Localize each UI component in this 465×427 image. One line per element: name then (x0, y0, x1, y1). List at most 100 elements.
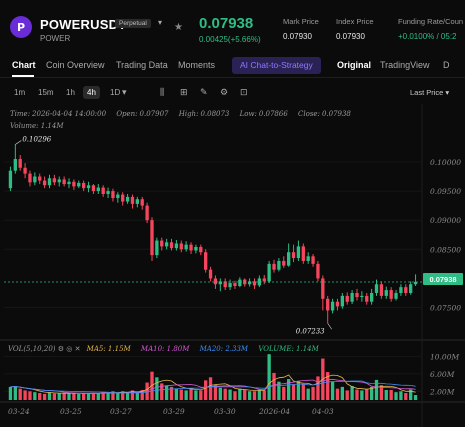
candle-body (316, 263, 320, 279)
tab-depth[interactable]: D (443, 60, 450, 70)
volume-bar (111, 391, 115, 400)
tab-chart[interactable]: Chart (12, 60, 36, 70)
favorite-star-icon[interactable]: ★ (174, 22, 183, 33)
volume-bar (301, 384, 305, 400)
volume-tick-label: 2.00M (429, 387, 455, 396)
symbol-subtitle: POWER (40, 34, 71, 43)
volume-bar (72, 393, 76, 400)
draw-tools-icon[interactable]: ✎ (200, 87, 208, 97)
interval-1h[interactable]: 1h (66, 88, 75, 97)
index-price-label: Index Price (336, 17, 374, 26)
candlestick-chart[interactable]: 0.10000 0.09500 0.09000 0.08500 0.07500 10.00… (0, 104, 465, 427)
indicators-icon[interactable]: ⫼ (160, 87, 165, 97)
candle-body (267, 263, 271, 282)
candle-body (189, 244, 193, 251)
candle-body (228, 283, 232, 288)
candle-body (86, 185, 91, 189)
volume-bar (42, 393, 47, 400)
volume-bar (101, 392, 105, 400)
volume-bar (8, 386, 13, 400)
candle-body (262, 278, 266, 282)
volume-bar (223, 388, 227, 400)
settings-icon[interactable]: ⚙ (220, 87, 229, 97)
volume-bar (125, 392, 130, 400)
volume-bar (399, 391, 403, 400)
volume-bar (252, 391, 257, 400)
candle-body (257, 278, 262, 286)
x-tick-label: 03-27 (110, 407, 132, 416)
candle-body (47, 178, 52, 186)
candle-body (330, 301, 335, 311)
candle-body (62, 179, 66, 185)
perpetual-badge: Perpetual (115, 19, 151, 28)
volume-bar (135, 392, 140, 400)
tab-coin-overview[interactable]: Coin Overview (46, 60, 105, 70)
interval-4h[interactable]: 4h (83, 86, 100, 99)
volume-bar (194, 390, 198, 400)
active-tab-underline (12, 75, 34, 77)
candle-body (291, 252, 296, 259)
tab-trading-data[interactable]: Trading Data (116, 60, 168, 70)
candle-body (18, 159, 22, 168)
interval-1d[interactable]: 1D (110, 88, 121, 97)
candle-body (389, 290, 393, 299)
candle-body (179, 243, 183, 250)
last-price: 0.07938 (199, 15, 254, 32)
candle-body (321, 278, 325, 299)
volume-bar (350, 386, 354, 400)
volume-tick-label: 6.00M (430, 370, 455, 379)
low-annotation-line (327, 323, 332, 330)
volume-bar (33, 392, 37, 400)
volume-bar (365, 389, 369, 400)
volume-bar (28, 391, 32, 400)
funding-rate-label: Funding Rate/Coun (398, 17, 464, 26)
tab-moments[interactable]: Moments (178, 60, 216, 70)
candle-body (150, 220, 154, 256)
volume-bar (81, 393, 86, 400)
candle-body (96, 187, 100, 192)
tab-tradingview[interactable]: TradingView (380, 60, 430, 70)
candle-body (374, 284, 379, 293)
volume-bar (291, 384, 296, 400)
mark-price-value: 0.07930 (283, 32, 312, 41)
ma5-value: MA5: 1.15M (86, 345, 131, 353)
ohlc-high: 0.08073 (200, 110, 230, 118)
volume-bar (316, 376, 320, 400)
volume-bar (340, 386, 345, 400)
volume-bar (96, 393, 100, 400)
symbol-name[interactable]: POWERUSDT (40, 17, 127, 32)
candle-body (23, 167, 27, 174)
candle-body (77, 182, 81, 187)
volume-bar (179, 389, 183, 400)
volume-bar (345, 390, 349, 400)
ai-chat-to-strategy-button[interactable]: AI Chat-to-Strategy (232, 57, 321, 74)
symbol-dropdown-icon[interactable]: ▾ (158, 18, 163, 27)
chart-type-icon[interactable]: ⊞ (180, 87, 188, 97)
volume-bar (277, 381, 281, 400)
volume-bar (38, 393, 42, 400)
candle-body (247, 281, 252, 285)
screenshot-icon[interactable]: ⊡ (240, 87, 248, 97)
candle-body (277, 260, 281, 270)
candle-body (282, 260, 286, 266)
volume-bar (262, 390, 266, 400)
candle-body (121, 194, 125, 202)
last-price-dropdown[interactable]: Last Price ▾ (410, 88, 450, 97)
volume-bar (213, 384, 218, 400)
candle-body (350, 292, 354, 302)
volume-bar (360, 390, 364, 400)
volume-bar (91, 393, 96, 400)
candle-body (223, 281, 227, 288)
volume-tick-label: 10.00M (430, 352, 459, 361)
interval-15m[interactable]: 15m (38, 88, 54, 97)
volume-bar (413, 395, 418, 400)
interval-1m[interactable]: 1m (14, 88, 26, 97)
candle-body (409, 284, 413, 293)
interval-dropdown-icon[interactable]: ▾ (122, 87, 127, 97)
volume-bar (379, 385, 384, 400)
volume-bar (233, 391, 237, 400)
candle-body (72, 181, 76, 187)
volume-bar (286, 379, 291, 400)
volume-bar (67, 393, 71, 400)
tab-original[interactable]: Original (337, 60, 372, 70)
